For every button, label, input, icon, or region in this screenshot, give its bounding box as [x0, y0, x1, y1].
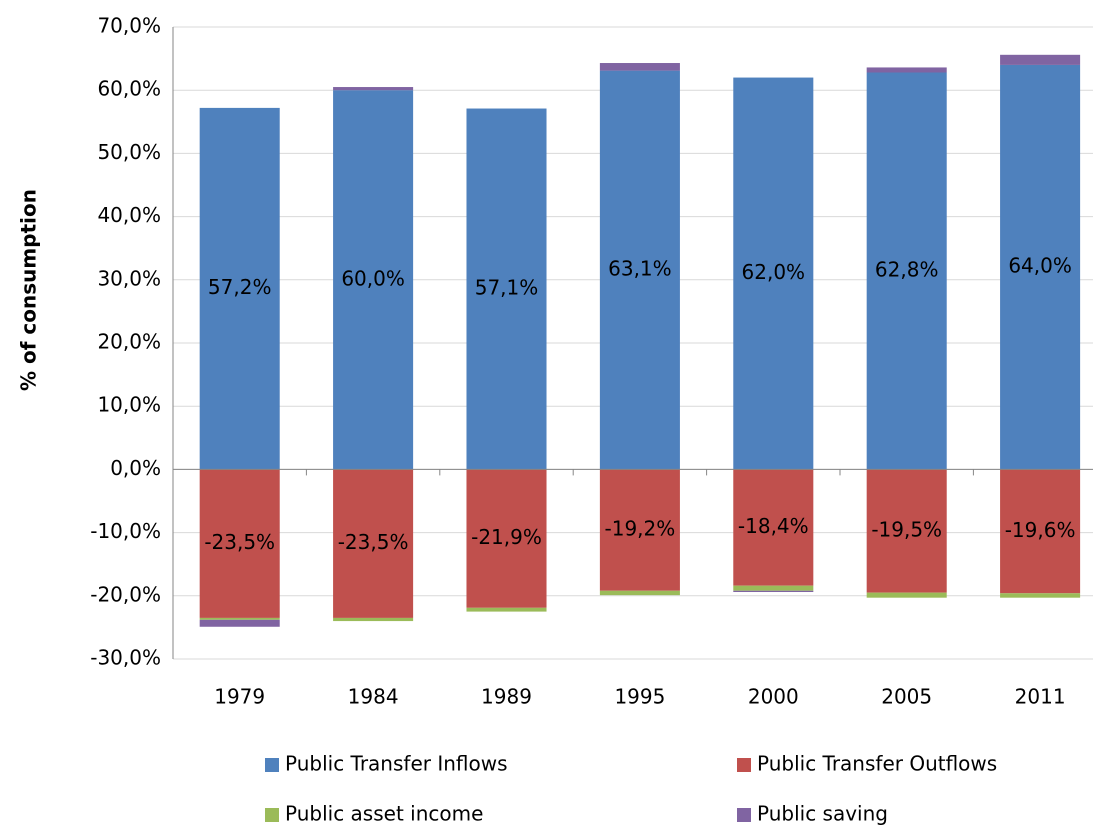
- y-tick-label: 40,0%: [97, 203, 161, 227]
- x-tick-label: 2011: [1015, 685, 1066, 709]
- legend-swatch: [265, 808, 279, 822]
- bar-segment: [199, 107, 280, 470]
- data-label: -23,5%: [338, 530, 409, 554]
- y-tick-label: -30,0%: [90, 646, 161, 670]
- bar-segment: [1000, 54, 1081, 65]
- x-tick-label: 2005: [881, 685, 932, 709]
- data-label: 62,8%: [875, 257, 939, 281]
- data-label: 64,0%: [1008, 254, 1072, 278]
- bar-segment: [866, 469, 947, 593]
- bar-segment: [333, 90, 414, 470]
- legend-swatch: [737, 808, 751, 822]
- y-tick-label: -10,0%: [90, 519, 161, 543]
- bar-segment: [333, 87, 414, 91]
- bar-segment: [333, 617, 414, 622]
- data-label: 62,0%: [742, 260, 806, 284]
- data-label: -19,6%: [1005, 518, 1076, 542]
- y-axis-title: % of consumption: [17, 189, 41, 391]
- y-tick-label: 70,0%: [97, 14, 161, 38]
- x-tick-label: 1984: [348, 685, 399, 709]
- bar-segment: [1000, 64, 1081, 470]
- y-tick-label: -20,0%: [90, 582, 161, 606]
- legend-label: Public asset income: [285, 802, 483, 826]
- y-tick-label: 30,0%: [97, 266, 161, 290]
- bar-segment: [733, 77, 814, 470]
- bar-segment: [599, 70, 680, 470]
- data-label: -19,5%: [871, 518, 942, 542]
- bar-segment: [1000, 469, 1081, 594]
- x-tick-label: 1995: [614, 685, 665, 709]
- bar-segment: [1000, 593, 1081, 598]
- x-tick-label: 2000: [748, 685, 799, 709]
- data-label: -18,4%: [738, 514, 809, 538]
- data-label: 60,0%: [341, 266, 405, 290]
- bar-segment: [733, 469, 814, 586]
- y-tick-label: 0,0%: [110, 456, 161, 480]
- bar-segment: [333, 469, 414, 618]
- y-tick-label: 60,0%: [97, 77, 161, 101]
- data-label: 63,1%: [608, 257, 672, 281]
- legend-label: Public Transfer Inflows: [285, 752, 508, 776]
- y-tick-label: 50,0%: [97, 140, 161, 164]
- bar-segment: [199, 619, 280, 627]
- legend-label: Public saving: [757, 802, 888, 826]
- bar-segment: [866, 592, 947, 598]
- bar-segment: [733, 590, 814, 593]
- bar-segment: [599, 63, 680, 71]
- legend-swatch: [737, 758, 751, 772]
- data-label: -19,2%: [605, 517, 676, 541]
- bar-segment: [466, 469, 547, 608]
- bar-segment: [733, 585, 814, 591]
- data-label: -21,9%: [471, 525, 542, 549]
- bar-segment: [866, 67, 947, 73]
- bar-segment: [599, 469, 680, 591]
- x-tick-label: 1979: [214, 685, 265, 709]
- legend-swatch: [265, 758, 279, 772]
- bar-segment: [466, 108, 547, 470]
- data-label: 57,1%: [475, 275, 539, 299]
- x-tick-label: 1989: [481, 685, 532, 709]
- data-label: 57,2%: [208, 275, 272, 299]
- bar-segment: [199, 469, 280, 618]
- data-label: -23,5%: [204, 530, 275, 554]
- y-tick-label: 10,0%: [97, 393, 161, 417]
- y-tick-label: 20,0%: [97, 330, 161, 354]
- bar-segment: [599, 590, 680, 596]
- bar-segment: [199, 617, 280, 620]
- legend-label: Public Transfer Outflows: [757, 752, 997, 776]
- bar-segment: [866, 72, 947, 470]
- bar-segment: [466, 607, 547, 612]
